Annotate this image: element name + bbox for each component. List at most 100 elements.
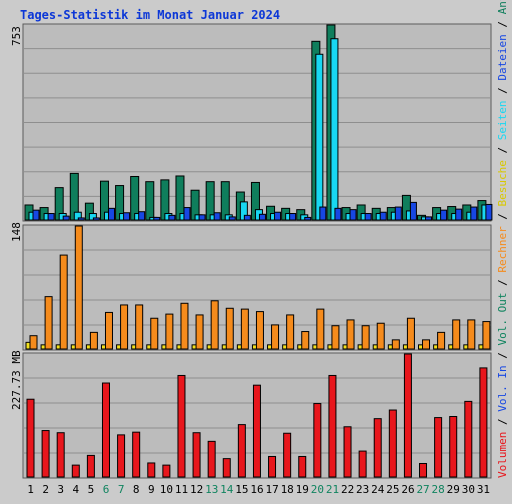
legend-separator: / <box>496 140 509 160</box>
bar-seiten-day-20 <box>319 206 327 221</box>
x-tick-label: 1 <box>27 483 34 496</box>
bar-volumen-day-10 <box>162 464 171 478</box>
legend-entry-vol-out: Vol. Out <box>496 293 509 346</box>
bar-seiten-day-30 <box>470 206 478 221</box>
bar-volumen-day-19 <box>298 455 307 478</box>
bar-volumen-day-12 <box>192 432 201 478</box>
legend-separator: / <box>496 273 509 293</box>
bar-seiten-day-31 <box>485 203 493 221</box>
legend-separator: / <box>496 14 509 34</box>
bar-seiten-day-13 <box>213 212 221 221</box>
right-legend-text: Volumen / Vol. In / Vol. Out / Rechner /… <box>496 0 509 478</box>
bar-volumen-day-29 <box>449 416 458 478</box>
bar-seiten-day-24 <box>379 211 387 221</box>
x-tick-label: 2 <box>42 483 49 496</box>
bar-volumen-day-4 <box>71 464 80 478</box>
bar-rechner-day-9 <box>150 317 159 350</box>
x-tick-label: 24 <box>371 483 385 496</box>
x-tick-label: 31 <box>477 483 490 496</box>
x-tick-label: 4 <box>73 483 80 496</box>
x-tick-label: 3 <box>57 483 64 496</box>
x-tick-label: 6 <box>103 483 110 496</box>
bar-volumen-day-30 <box>464 400 473 478</box>
bar-rechner-day-13 <box>210 300 219 350</box>
x-tick-label: 16 <box>250 483 263 496</box>
x-tick-label: 22 <box>341 483 354 496</box>
legend-entry-rechner: Rechner <box>496 226 509 273</box>
bar-volumen-day-14 <box>222 458 231 478</box>
x-tick-label: 7 <box>118 483 125 496</box>
bar-volumen-day-6 <box>101 382 110 478</box>
bar-volumen-day-20 <box>313 403 322 478</box>
bar-rechner-day-7 <box>120 304 129 350</box>
bar-rechner-day-14 <box>225 307 234 350</box>
bar-volumen-day-18 <box>283 432 292 478</box>
bar-seiten-day-11 <box>183 207 191 221</box>
bar-rechner-day-23 <box>361 325 370 350</box>
legend-entry-besuche: Besuche <box>496 160 509 206</box>
y-max-label-visits: 148 <box>10 222 23 242</box>
bar-rechner-day-5 <box>89 331 98 350</box>
legend-entry-anfragen: Anfragen <box>496 0 509 14</box>
bar-anfragen-day-13 <box>205 181 215 221</box>
bar-rechner-day-25 <box>391 339 400 350</box>
x-tick-label: 17 <box>265 483 278 496</box>
legend-entry-volumen: Volumen <box>496 432 509 478</box>
bar-seiten-day-9 <box>153 216 161 221</box>
x-tick-label: 15 <box>235 483 248 496</box>
x-tick-label: 30 <box>462 483 475 496</box>
bar-volumen-day-2 <box>41 430 50 478</box>
bar-rechner-day-18 <box>286 314 295 350</box>
bar-seiten-day-19 <box>304 216 312 221</box>
bar-rechner-day-31 <box>482 321 491 350</box>
bar-dateien-day-21 <box>330 38 339 221</box>
bar-rechner-day-3 <box>59 254 68 350</box>
bar-volumen-day-25 <box>388 409 397 478</box>
bar-volumen-day-13 <box>207 440 216 478</box>
legend-entry-dateien: Dateien <box>496 34 509 80</box>
bar-rechner-day-22 <box>346 319 355 350</box>
bar-volumen-day-28 <box>434 417 443 478</box>
bar-rechner-day-4 <box>74 225 83 350</box>
bar-seiten-day-23 <box>364 213 372 221</box>
bar-rechner-day-1 <box>29 335 38 350</box>
bar-volumen-day-8 <box>132 431 141 478</box>
visits-panel <box>22 224 492 351</box>
bar-rechner-day-11 <box>180 302 189 350</box>
bar-anfragen-day-14 <box>220 181 230 221</box>
x-tick-label: 11 <box>175 483 188 496</box>
bar-seiten-day-22 <box>349 209 357 221</box>
legend-entry-seiten: Seiten <box>496 100 509 140</box>
bar-seiten-day-5 <box>92 217 100 221</box>
bar-anfragen-day-9 <box>145 181 155 221</box>
y-max-label-hits: 753 <box>10 26 23 46</box>
bar-seiten-day-1 <box>32 209 40 221</box>
bar-seiten-day-6 <box>107 207 115 221</box>
bar-volumen-day-17 <box>268 455 277 478</box>
x-tick-label: 5 <box>88 483 95 496</box>
bar-seiten-day-17 <box>274 211 282 221</box>
bar-dateien-day-20 <box>315 53 324 221</box>
hits-panel <box>22 23 493 222</box>
legend-separator: / <box>496 412 509 432</box>
x-tick-label: 26 <box>401 483 414 496</box>
x-tick-label: 10 <box>160 483 173 496</box>
x-tick-label: 12 <box>190 483 203 496</box>
bar-rechner-day-16 <box>255 311 264 350</box>
x-tick-label: 21 <box>326 483 339 496</box>
legend-entry-vol-in: Vol. In <box>496 365 509 411</box>
x-tick-label: 25 <box>386 483 399 496</box>
bar-volumen-day-9 <box>147 462 156 478</box>
bar-volumen-day-24 <box>373 418 382 478</box>
bar-seiten-day-4 <box>77 217 85 221</box>
bar-rechner-day-19 <box>301 331 310 350</box>
bar-volumen-day-27 <box>419 462 428 478</box>
bar-volumen-day-15 <box>237 424 246 478</box>
bar-seiten-day-27 <box>425 216 433 221</box>
x-tick-label: 23 <box>356 483 369 496</box>
x-tick-label: 20 <box>311 483 324 496</box>
bar-seiten-day-7 <box>123 212 131 221</box>
bar-rechner-day-30 <box>467 319 476 350</box>
bar-volumen-day-26 <box>403 353 412 478</box>
